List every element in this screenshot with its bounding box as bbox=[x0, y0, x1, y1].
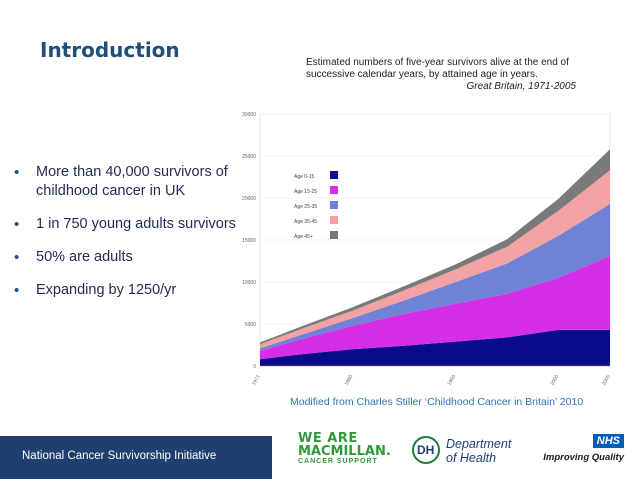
macmillan-logo: WE ARE MACMILLAN. CANCER SUPPORT bbox=[298, 431, 391, 470]
x-tick-label: 2000 bbox=[550, 374, 561, 387]
bullet-item: • More than 40,000 survivors of childhood… bbox=[14, 163, 239, 201]
bullet-item: • 1 in 750 young adults survivors bbox=[14, 215, 239, 234]
slide-title: Introduction bbox=[40, 38, 180, 62]
bullet-text: 1 in 750 young adults survivors bbox=[36, 216, 236, 232]
survivors-area-chart: 0 5000 10000 15000 20000 25000 30000 1971 1980 19… bbox=[242, 112, 612, 387]
macmillan-line1: WE ARE bbox=[298, 431, 358, 446]
caption-source: Great Britain, 1971-2005 bbox=[466, 81, 576, 92]
nhs-logo: NHS Improving Quality bbox=[534, 434, 624, 470]
legend-label: Age 0-15 bbox=[294, 174, 315, 180]
bullet-icon: • bbox=[14, 216, 20, 233]
footer-bar: National Cancer Survivorship Initiative bbox=[0, 436, 272, 479]
y-tick-label: 25000 bbox=[242, 154, 256, 160]
footer-text: National Cancer Survivorship Initiative bbox=[22, 450, 217, 462]
x-tick-label: 1980 bbox=[344, 374, 355, 387]
bullet-list: • More than 40,000 survivors of childhood… bbox=[14, 163, 239, 314]
nhs-mark: NHS bbox=[592, 434, 624, 448]
legend-swatch bbox=[330, 171, 338, 179]
bullet-icon: • bbox=[14, 282, 20, 299]
y-tick-label: 30000 bbox=[242, 112, 256, 118]
y-tick-label: 15000 bbox=[242, 238, 256, 244]
bullet-text: 50% are adults bbox=[36, 249, 133, 265]
area-series bbox=[260, 203, 610, 351]
y-tick-label: 10000 bbox=[242, 280, 256, 286]
legend-label: Age 25-35 bbox=[294, 204, 317, 210]
bullet-icon: • bbox=[14, 249, 20, 266]
legend-swatch bbox=[330, 231, 338, 239]
bullet-text: More than 40,000 survivors of childhood … bbox=[36, 164, 228, 199]
y-tick-label: 20000 bbox=[242, 196, 256, 202]
source-note: Modified from Charles Stiller ‘Childhood… bbox=[290, 396, 584, 408]
x-tick-label: 1971 bbox=[251, 374, 262, 387]
macmillan-line3: CANCER SUPPORT bbox=[298, 458, 378, 465]
nhs-tagline: Improving Quality bbox=[543, 452, 624, 463]
dh-emblem-icon: DH bbox=[412, 436, 440, 464]
bullet-item: • Expanding by 1250/yr bbox=[14, 281, 239, 300]
y-tick-label: 0 bbox=[253, 364, 256, 370]
chart-caption: Estimated numbers of five-year survivors… bbox=[306, 57, 576, 93]
dh-line2: of Health bbox=[446, 451, 497, 465]
department-of-health-logo: DH Department of Health bbox=[412, 434, 522, 470]
y-tick-label: 5000 bbox=[245, 322, 256, 328]
legend-swatch bbox=[330, 216, 338, 224]
area-series bbox=[260, 329, 610, 366]
x-tick-label: 1990 bbox=[447, 374, 458, 387]
legend-label: Age 35-45 bbox=[294, 219, 317, 225]
dh-line1: Department bbox=[446, 437, 512, 451]
legend-label: Age 45+ bbox=[294, 234, 313, 240]
area-series bbox=[260, 256, 610, 360]
bullet-item: • 50% are adults bbox=[14, 248, 239, 267]
caption-text: Estimated numbers of five-year survivors… bbox=[306, 57, 569, 80]
macmillan-line2: MACMILLAN. bbox=[298, 444, 391, 459]
bullet-text: Expanding by 1250/yr bbox=[36, 282, 177, 298]
dh-mark: DH bbox=[417, 443, 435, 457]
legend-swatch bbox=[330, 186, 338, 194]
legend-label: Age 15-25 bbox=[294, 189, 317, 195]
legend-swatch bbox=[330, 201, 338, 209]
x-tick-label: 2005 bbox=[601, 374, 612, 387]
bullet-icon: • bbox=[14, 164, 20, 181]
dh-wordmark: Department of Health bbox=[446, 437, 511, 465]
